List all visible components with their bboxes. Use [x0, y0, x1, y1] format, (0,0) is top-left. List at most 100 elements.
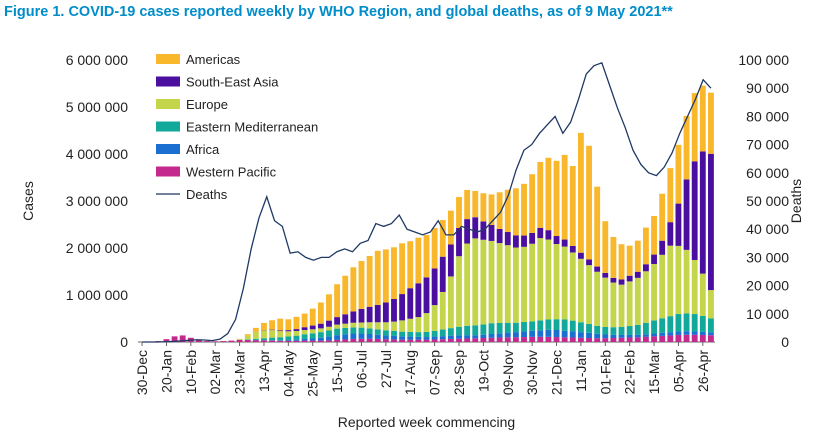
bar-western-pacific — [488, 337, 495, 342]
bar-europe — [252, 331, 259, 339]
bar-europe — [569, 252, 576, 321]
bar-europe — [244, 335, 251, 340]
bar-africa — [488, 334, 495, 338]
bar-africa — [358, 333, 365, 339]
y-tick-label: 2 000 000 — [66, 240, 128, 256]
legend-swatch-south-east-asia — [156, 76, 180, 87]
x-tick-label: 11-Jan — [573, 350, 589, 392]
bar-africa — [708, 332, 714, 336]
bar-africa — [431, 336, 438, 340]
bar-africa — [301, 338, 308, 341]
bar-europe — [456, 256, 462, 327]
bar-americas — [439, 220, 446, 257]
legend: Americas South-East Asia Europe Eastern Med… — [156, 52, 318, 202]
bar-south-east-asia — [537, 227, 544, 239]
bar-americas — [269, 320, 276, 330]
bar-americas — [488, 194, 495, 225]
bar-south-east-asia — [659, 240, 666, 255]
bar-eastern-mediterranean — [521, 322, 527, 332]
bar-europe — [317, 328, 324, 333]
x-tick-label: 23-Mar — [232, 350, 248, 395]
bar-eastern-mediterranean — [456, 326, 462, 336]
x-tick-label: 02-Mar — [207, 350, 223, 395]
bar-western-pacific — [204, 341, 210, 342]
bar-south-east-asia — [342, 314, 349, 324]
bar-eastern-mediterranean — [675, 314, 682, 332]
bar-africa — [374, 334, 381, 339]
bar-eastern-mediterranean — [488, 323, 495, 335]
bar-africa — [586, 332, 592, 338]
bar-europe — [537, 238, 544, 321]
bar-eastern-mediterranean — [602, 326, 609, 335]
x-tick-label: 06-Jul — [353, 350, 369, 388]
bar-south-east-asia — [512, 235, 519, 248]
bar-africa — [529, 330, 536, 337]
bar-americas — [699, 85, 706, 152]
bar-europe — [561, 246, 568, 320]
bar-south-east-asia — [374, 304, 381, 323]
bar-europe — [691, 259, 698, 315]
bar-eastern-mediterranean — [618, 326, 625, 335]
bar-south-east-asia — [553, 236, 560, 244]
bar-africa — [285, 339, 292, 341]
bar-americas — [472, 190, 479, 218]
bar-americas — [529, 174, 536, 233]
bar-americas — [326, 294, 332, 321]
bar-americas — [610, 236, 617, 278]
bar-eastern-mediterranean — [366, 328, 373, 335]
bar-eastern-mediterranean — [334, 328, 341, 336]
bar-eastern-mediterranean — [431, 330, 438, 337]
bar-south-east-asia — [366, 306, 373, 323]
bar-europe — [602, 277, 609, 327]
legend-label: Deaths — [186, 187, 228, 202]
bar-western-pacific — [431, 339, 438, 342]
bar-south-east-asia — [545, 230, 552, 240]
bar-americas — [382, 249, 389, 303]
legend-label: Europe — [186, 97, 228, 112]
bar-western-pacific — [456, 338, 462, 342]
bar-africa — [472, 335, 479, 339]
bar-eastern-mediterranean — [309, 333, 316, 339]
y2-tick-label: 10 000 — [746, 306, 789, 322]
bar-south-east-asia — [399, 294, 406, 321]
bar-eastern-mediterranean — [374, 329, 381, 335]
bar-south-east-asia — [529, 232, 536, 244]
bar-eastern-mediterranean — [480, 324, 487, 335]
y-tick-label: 4 000 000 — [66, 146, 128, 162]
bar-eastern-mediterranean — [594, 325, 601, 334]
y2-tick-label: 0 — [781, 334, 789, 350]
bar-south-east-asia — [691, 161, 698, 260]
bar-western-pacific — [415, 339, 422, 342]
bar-south-east-asia — [439, 256, 446, 292]
bar-americas — [244, 334, 251, 336]
bar-eastern-mediterranean — [683, 313, 690, 332]
bar-south-east-asia — [521, 235, 527, 247]
bar-western-pacific — [261, 340, 267, 342]
y-axis-title: Cases — [20, 181, 36, 221]
bar-western-pacific — [358, 338, 365, 342]
bar-africa — [342, 334, 349, 340]
bar-africa — [399, 336, 406, 340]
y-tick-label: 0 — [120, 334, 128, 350]
bar-europe — [464, 243, 471, 326]
bar-africa — [667, 332, 674, 336]
bar-americas — [618, 244, 625, 280]
bar-south-east-asia — [496, 228, 503, 244]
bar-western-pacific — [512, 337, 519, 342]
deaths-line-group — [142, 61, 712, 343]
bar-western-pacific — [301, 340, 308, 342]
bar-south-east-asia — [675, 203, 682, 246]
bar-europe — [618, 284, 625, 327]
x-tick-label: 25-May — [305, 350, 321, 397]
bar-eastern-mediterranean — [626, 326, 633, 335]
bar-africa — [610, 334, 617, 338]
bar-western-pacific — [228, 340, 235, 342]
bar-europe — [431, 305, 438, 331]
bar-europe — [480, 239, 487, 325]
x-tick-label: 22-Feb — [622, 350, 638, 395]
bar-africa — [464, 335, 471, 339]
bar-western-pacific — [602, 338, 609, 342]
bar-europe — [553, 244, 560, 320]
legend-label: Western Pacific — [186, 165, 277, 180]
bar-eastern-mediterranean — [545, 319, 552, 330]
